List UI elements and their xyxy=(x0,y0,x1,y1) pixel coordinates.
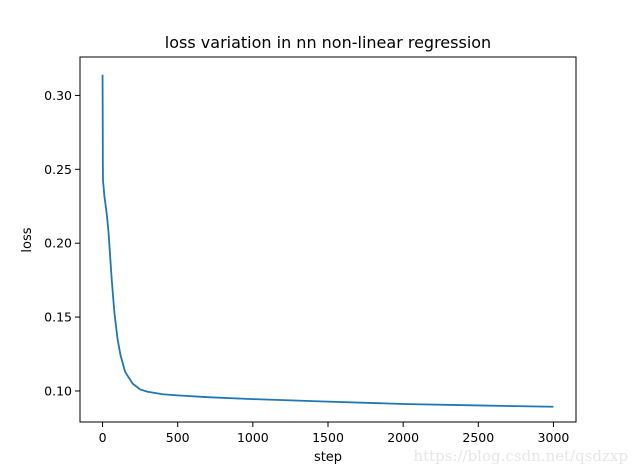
y-tick-label: 0.30 xyxy=(44,88,72,103)
y-tick-label: 0.20 xyxy=(44,236,72,251)
watermark-url: https://blog.csdn.net/qsdzxp xyxy=(413,447,628,465)
chart-title: loss variation in nn non-linear regressi… xyxy=(165,33,491,52)
plot-area-frame xyxy=(79,56,577,423)
y-tick-label: 0.10 xyxy=(44,383,72,398)
x-tick-label: 2000 xyxy=(387,430,419,445)
x-tick-label: 1000 xyxy=(237,430,269,445)
x-tick-label: 0 xyxy=(99,430,107,445)
x-tick-label: 2500 xyxy=(462,430,494,445)
y-axis-label: loss xyxy=(20,227,35,252)
loss-series-line xyxy=(101,74,554,408)
y-tick-label: 0.25 xyxy=(44,162,72,177)
tick-group: 0 500 1000 1500 2000 2500 3000 0.10 0.15 0.20 0.25… xyxy=(44,88,569,445)
x-axis-label: step xyxy=(314,450,342,465)
x-tick-label: 3000 xyxy=(538,430,570,445)
x-tick-label: 1500 xyxy=(312,430,344,445)
y-tick-label: 0.15 xyxy=(44,310,72,325)
x-tick-label: 500 xyxy=(166,430,190,445)
